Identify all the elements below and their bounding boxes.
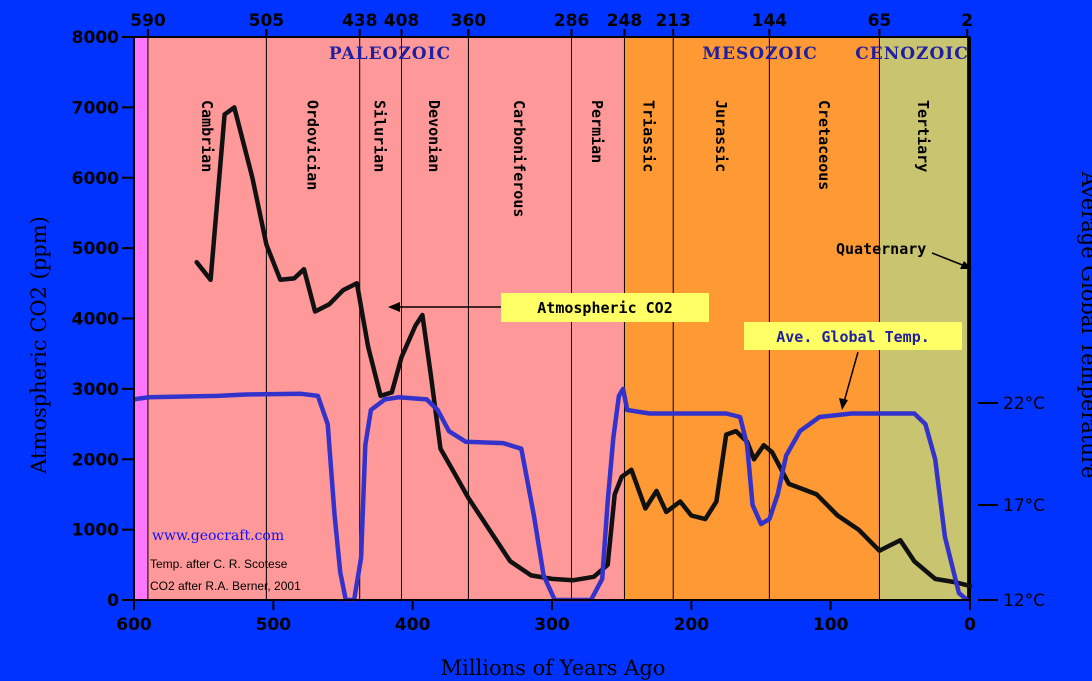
co2-line xyxy=(194,105,973,589)
x-tick-label: 100 xyxy=(813,615,849,635)
top-tick-label: 144 xyxy=(752,11,788,31)
precambrian-band xyxy=(134,37,148,600)
co2-source-note: CO2 after R.A. Berner, 2001 xyxy=(150,579,301,593)
top-tick-label: 2 xyxy=(961,11,973,31)
y-left-axis-title: Atmospheric CO2 (ppm) xyxy=(27,216,51,475)
period-label: Jurassic xyxy=(712,100,730,172)
x-tick-label: 500 xyxy=(256,615,292,635)
era-label: PALEOZOIC xyxy=(329,44,451,64)
top-tick-label: 213 xyxy=(655,11,691,31)
period-label: Triassic xyxy=(640,100,658,172)
top-tick-label: 408 xyxy=(384,11,420,31)
quaternary-callout: Quaternary xyxy=(836,240,972,269)
top-tick-label: 360 xyxy=(451,11,487,31)
period-label: Permian xyxy=(588,100,606,163)
y-right-tick-label: 17°C xyxy=(1003,496,1045,516)
quaternary-arrow-head xyxy=(960,261,972,269)
y-left-tick-label: 7000 xyxy=(72,98,119,118)
top-tick-label: 590 xyxy=(130,11,166,31)
y-left-tick-label: 5000 xyxy=(72,239,119,259)
y-left-tick-label: 4000 xyxy=(72,310,119,330)
co2-arrow-head xyxy=(388,302,400,312)
era-band-cenozoic xyxy=(879,37,968,600)
present-bar xyxy=(967,37,971,600)
era-label: MESOZOIC xyxy=(702,44,818,64)
x-axis-title: Millions of Years Ago xyxy=(441,656,666,680)
y-right-axis-title: Average Global Temperature xyxy=(1077,171,1092,479)
period-label: Silurian xyxy=(371,100,389,172)
y-right-tick-label: 22°C xyxy=(1003,394,1045,414)
x-tick-label: 0 xyxy=(964,615,976,635)
period-label: Carboniferous xyxy=(510,100,528,217)
x-tick-label: 400 xyxy=(395,615,431,635)
top-tick-label: 65 xyxy=(868,11,892,31)
period-label: Cambrian xyxy=(198,100,216,172)
x-tick-label: 300 xyxy=(534,615,570,635)
y-right-tick-label: 12°C xyxy=(1003,591,1045,611)
y-left-tick-label: 8000 xyxy=(72,28,119,48)
period-label: Devonian xyxy=(425,100,443,172)
y-left-tick-label: 1000 xyxy=(72,521,119,541)
top-tick-label: 248 xyxy=(607,11,643,31)
top-tick-label: 438 xyxy=(342,11,378,31)
period-label: Cretaceous xyxy=(815,100,833,190)
period-label: Tertiary xyxy=(914,100,932,172)
source-url: www.geocraft.com xyxy=(152,528,284,544)
temp-callout-label: Ave. Global Temp. xyxy=(776,328,930,346)
co2-callout: Atmospheric CO2 xyxy=(388,293,709,322)
era-label: CENOZOIC xyxy=(855,44,969,64)
y-left-tick-label: 2000 xyxy=(72,450,119,470)
y-left-tick-label: 3000 xyxy=(72,380,119,400)
x-tick-label: 600 xyxy=(116,615,152,635)
period-labels: Cambrian Ordovician Silurian Devonian Carbon… xyxy=(198,100,932,217)
period-label: Ordovician xyxy=(304,100,322,190)
era-labels: PALEOZOIC MESOZOIC CENOZOIC xyxy=(329,44,969,64)
temp-arrow-head xyxy=(839,398,848,410)
top-tick-label: 286 xyxy=(554,11,590,31)
top-tick-label: 505 xyxy=(249,11,285,31)
co2-callout-label: Atmospheric CO2 xyxy=(537,299,672,317)
x-tick-label: 200 xyxy=(674,615,710,635)
y-left-tick-label: 6000 xyxy=(72,169,119,189)
temp-callout: Ave. Global Temp. xyxy=(744,322,962,410)
y-left-tick-label: 0 xyxy=(107,591,119,611)
temp-source-note: Temp. after C. R. Scotese xyxy=(150,557,288,571)
quaternary-label: Quaternary xyxy=(836,240,926,258)
